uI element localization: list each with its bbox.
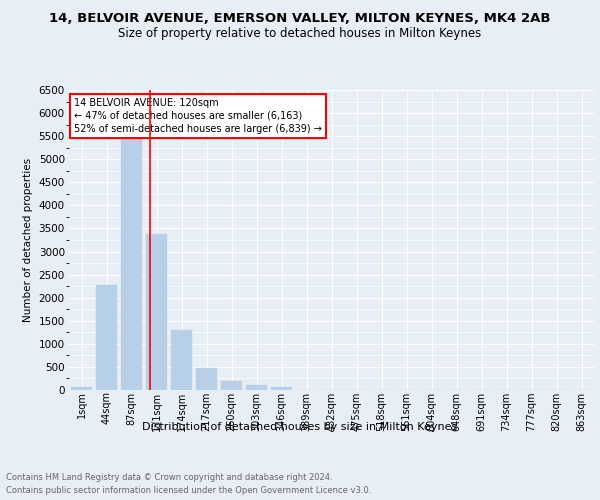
Bar [246,386,267,390]
Bar [221,381,242,390]
Text: Contains HM Land Registry data © Crown copyright and database right 2024.: Contains HM Land Registry data © Crown c… [6,472,332,482]
Text: Distribution of detached houses by size in Milton Keynes: Distribution of detached houses by size … [142,422,458,432]
Text: 14 BELVOIR AVENUE: 120sqm
← 47% of detached houses are smaller (6,163)
52% of se: 14 BELVOIR AVENUE: 120sqm ← 47% of detac… [74,98,322,134]
Bar [121,138,142,390]
Y-axis label: Number of detached properties: Number of detached properties [23,158,33,322]
Bar [171,330,192,390]
Bar [146,234,167,390]
Text: 14, BELVOIR AVENUE, EMERSON VALLEY, MILTON KEYNES, MK4 2AB: 14, BELVOIR AVENUE, EMERSON VALLEY, MILT… [49,12,551,26]
Bar [96,285,117,390]
Bar [196,368,217,390]
Bar [71,387,92,390]
Text: Size of property relative to detached houses in Milton Keynes: Size of property relative to detached ho… [118,28,482,40]
Bar [271,387,292,390]
Text: Contains public sector information licensed under the Open Government Licence v3: Contains public sector information licen… [6,486,371,495]
